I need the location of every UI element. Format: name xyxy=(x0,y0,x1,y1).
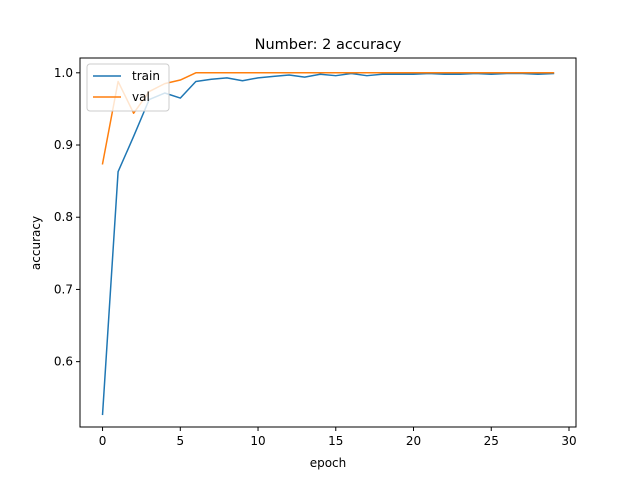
y-axis-label: accuracy xyxy=(29,216,43,270)
x-tick-label: 5 xyxy=(176,434,184,448)
legend-label-train: train xyxy=(132,69,160,83)
y-tick-label: 0.7 xyxy=(54,282,73,296)
legend-label-val: val xyxy=(132,90,150,104)
y-tick-label: 1.0 xyxy=(54,66,73,80)
y-tick-label: 0.8 xyxy=(54,210,73,224)
x-axis-label: epoch xyxy=(310,456,347,470)
series-line-train xyxy=(101,72,555,416)
x-tick-label: 0 xyxy=(99,434,107,448)
x-tick-label: 15 xyxy=(328,434,343,448)
legend: train val xyxy=(86,63,170,112)
y-tick-label: 0.9 xyxy=(54,138,73,152)
x-axis-ticks: 0 5 10 15 20 25 30 xyxy=(99,427,577,448)
y-tick-label: 0.6 xyxy=(54,355,73,369)
x-tick-label: 20 xyxy=(406,434,421,448)
plot-area-frame xyxy=(79,57,577,428)
x-tick-label: 25 xyxy=(484,434,499,448)
chart-title: Number: 2 accuracy xyxy=(255,37,402,53)
series-layer xyxy=(101,72,555,416)
x-tick-label: 10 xyxy=(250,434,265,448)
x-tick-label: 30 xyxy=(561,434,576,448)
series-line-val xyxy=(101,72,555,165)
y-axis-ticks: 0.6 0.7 0.8 0.9 1.0 xyxy=(54,66,80,369)
